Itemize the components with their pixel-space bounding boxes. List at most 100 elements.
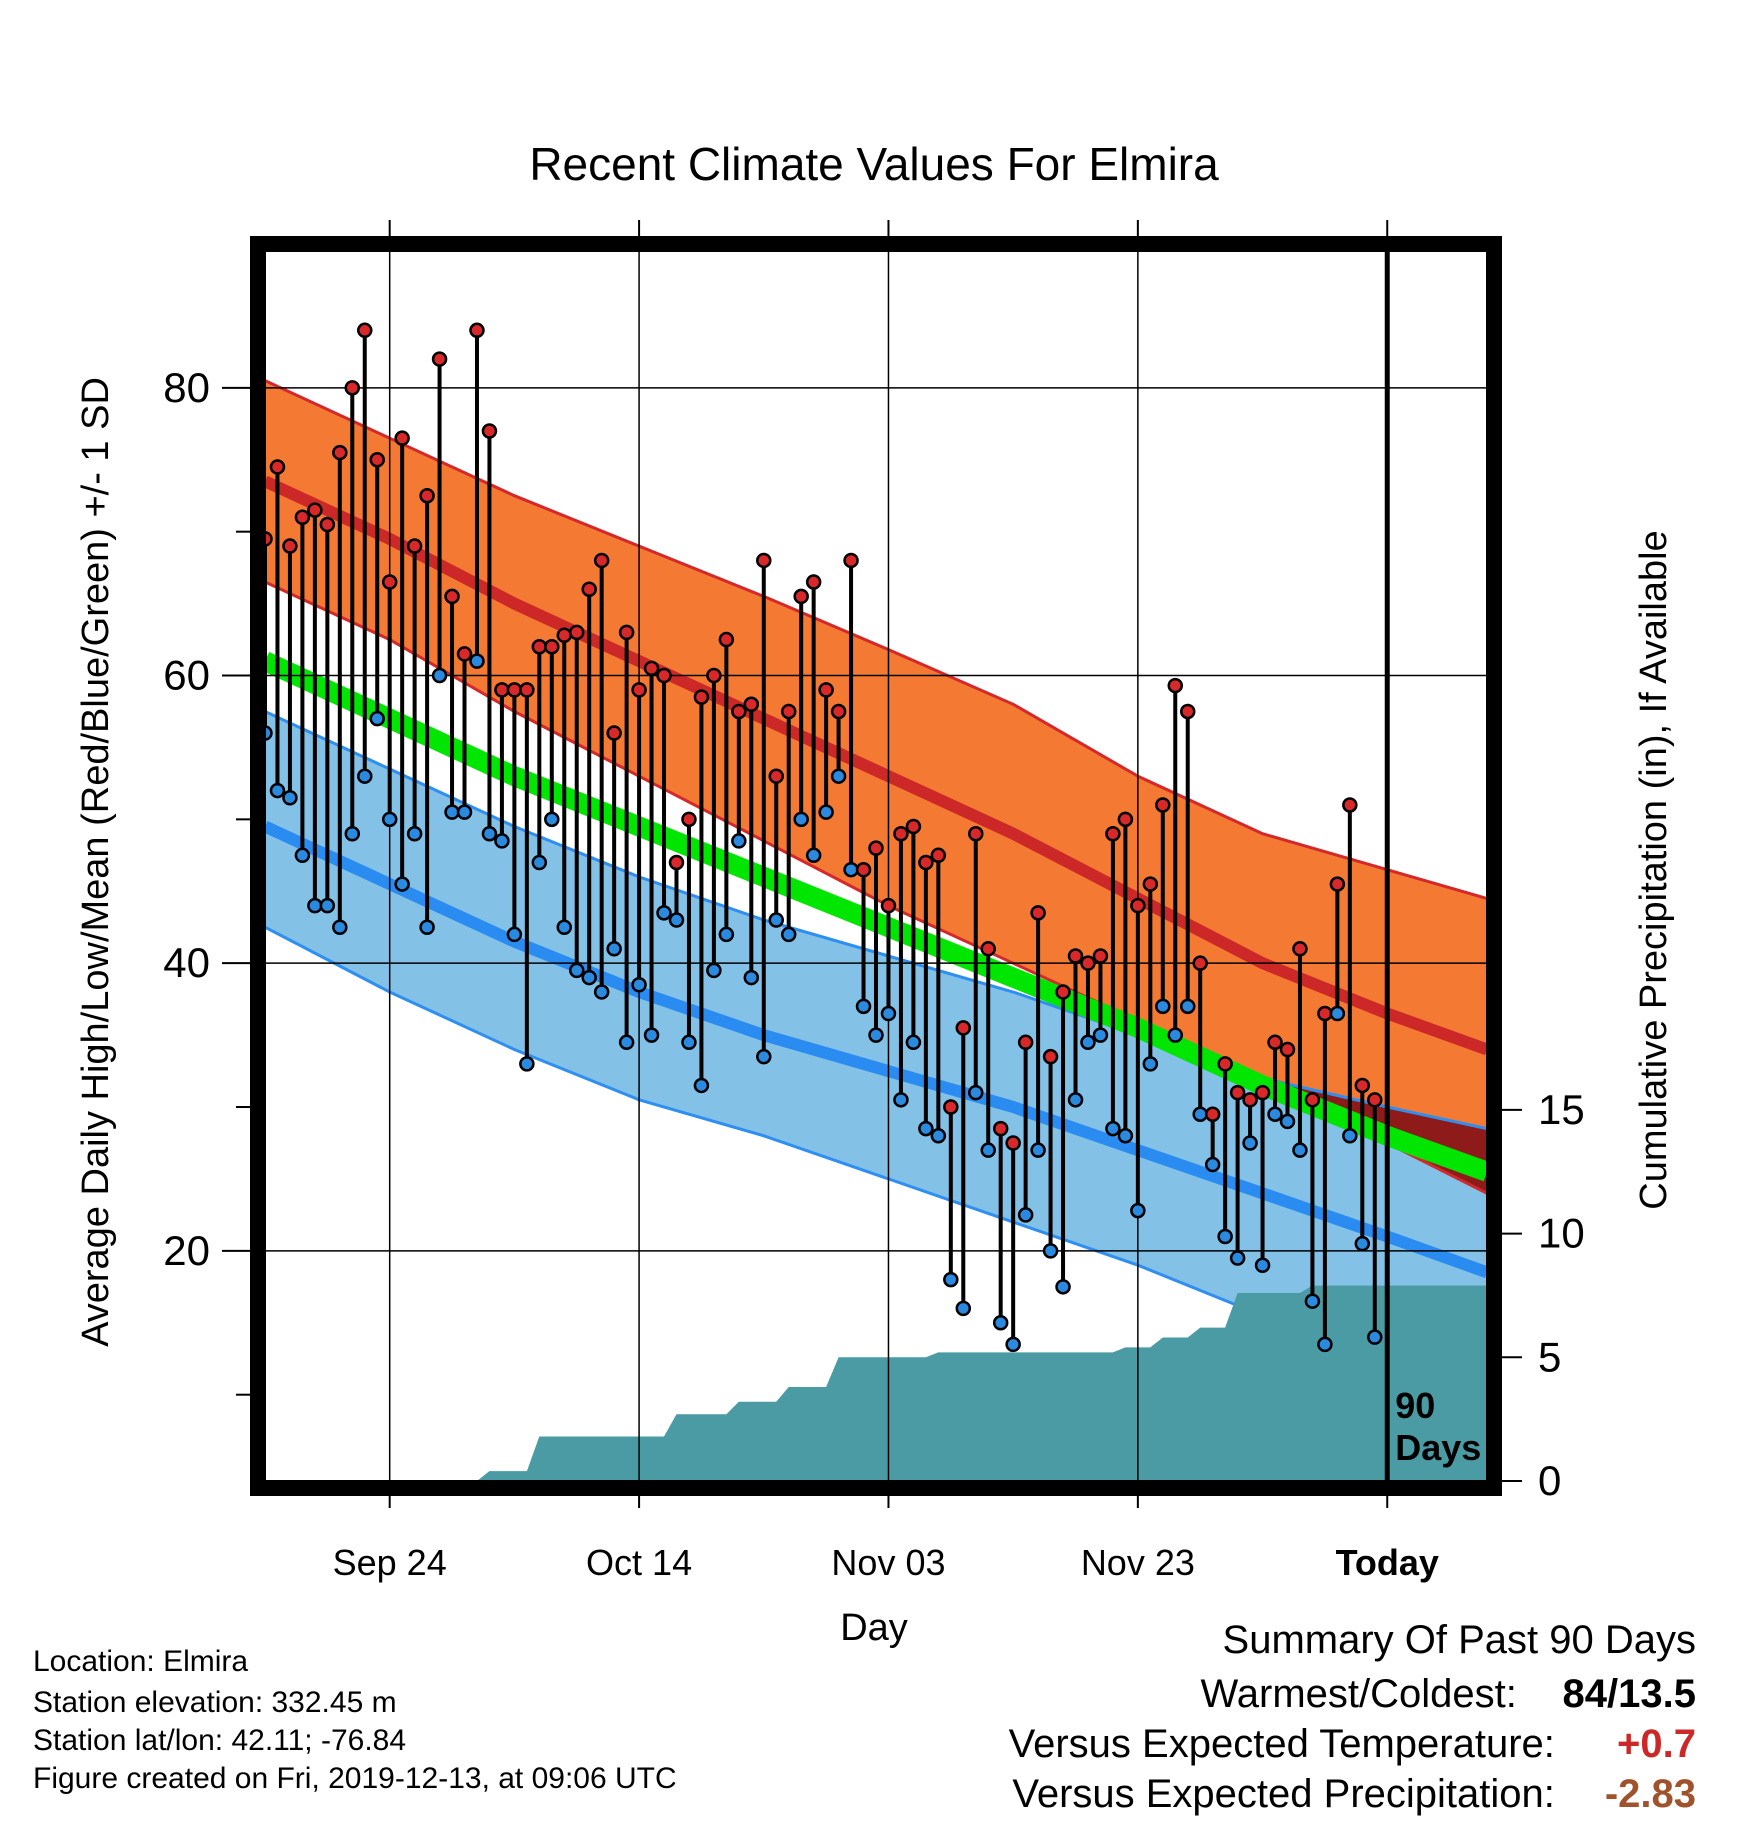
observed-low-point [805,847,822,864]
observed-high-point [905,818,922,835]
observed-low-point [980,1142,996,1158]
observed-low-point [618,1034,635,1051]
observed-low-point [968,1084,984,1101]
observed-low-point [431,667,448,684]
observed-low-point [880,1005,897,1022]
observed-low-point [494,833,510,849]
observed-low-point [419,919,435,935]
observed-high-point [344,380,361,396]
observed-low-point [369,710,385,727]
plot-frame [250,236,1502,1496]
observed-high-point [519,682,535,698]
y-right-tick-label: 15 [1538,1086,1585,1133]
observed-low-point [668,912,685,928]
observed-high-point [768,768,784,784]
observed-low-point [681,1034,697,1051]
observed-low-point [1155,998,1171,1015]
summary-warmest-coldest-row: Warmest/Coldest: 84/13.5 [1201,1672,1697,1717]
observed-low-point [905,1034,922,1051]
observed-high-point [1367,1092,1383,1108]
observed-high-point [269,459,286,475]
observed-low-point [843,861,859,878]
observed-high-point [1254,1084,1271,1101]
observed-high-point [1242,1092,1258,1108]
observed-low-point [282,790,298,806]
observed-high-point [394,430,410,446]
today-marker: 90 Days [1384,244,1481,1481]
observed-low-point [544,811,560,828]
cumulative-precipitation-fill [265,1285,1487,1481]
observed-high-point [506,682,523,698]
observed-high-point [693,689,710,705]
observed-range-stems [265,330,1377,1345]
observed-low-point [1179,998,1196,1015]
observed-low-point [731,833,747,849]
observed-high-point [431,351,448,367]
observed-high-point [1167,677,1184,694]
footer-elevation: Station elevation: 332.45 m [33,1686,397,1719]
observed-low-point [780,926,797,943]
precipitation-value: -2.83 [1604,1772,1696,1816]
observed-high-point [1105,825,1121,842]
y-left-tick-label: 40 [163,939,210,986]
observed-high-point [1342,797,1358,813]
observed-high-point [955,1020,972,1036]
observed-low-point [294,847,311,864]
y-right-tick-label: 0 [1538,1457,1561,1504]
observed-high-point [1267,1034,1283,1051]
observed-high-point [880,897,897,914]
observed-high-point [793,588,809,605]
warmest-coldest-value: 84/13.5 [1562,1672,1696,1716]
observed-low-point [1067,1092,1084,1108]
observed-high-point [855,861,872,878]
observed-high-point [1292,941,1308,957]
observed-high-point [618,624,635,641]
observed-high-point [1317,1005,1333,1022]
observed-low-point [1329,1005,1346,1022]
observed-low-point [1080,1034,1096,1051]
observed-low-point [406,825,423,842]
observed-low-point [743,969,760,986]
observed-low-point [1117,1128,1134,1144]
observed-high-point [1067,948,1084,964]
observed-dots [257,322,1383,1353]
observed-high-point [1329,876,1346,892]
observed-high-point [731,703,747,720]
observed-high-point [369,452,385,468]
chart-title: Recent Climate Values For Elmira [529,138,1219,190]
observed-high-point [1017,1034,1034,1051]
y-axis-right-label: Cumulative Precipitation (in), If Availa… [1633,530,1675,1209]
y-left-tick-label: 20 [163,1227,210,1274]
observed-low-point [693,1077,710,1094]
observed-low-point [481,825,498,842]
observed-low-point [444,804,460,820]
observed-high-point [307,502,323,518]
observed-low-point [992,1315,1009,1331]
observed-low-point [918,1120,934,1137]
observed-high-point [918,854,934,871]
observed-high-point [968,825,984,842]
x-tick-label: Nov 03 [831,1542,945,1583]
observed-low-point [394,876,410,892]
precipitation-area [265,1285,1487,1481]
observed-high-point [1042,1048,1059,1065]
observed-low-point [1130,1202,1146,1219]
observed-high-point [992,1120,1009,1137]
y-right-tick-label: 5 [1538,1333,1561,1380]
observed-high-point [282,538,298,554]
y-left-tick-label: 60 [163,652,210,699]
observed-low-point [606,941,622,957]
observed-high-point [357,322,373,339]
y-right-tick-label: 10 [1538,1210,1585,1257]
footer-created: Figure created on Fri, 2019-12-13, at 09… [33,1762,677,1795]
grid-lines [265,244,1487,1481]
observed-high-point [868,840,884,856]
observed-low-point [519,1056,535,1072]
observed-low-point [556,919,573,935]
observed-low-point [643,1027,660,1043]
observed-low-point [793,811,809,828]
observed-high-point [681,811,697,828]
observed-low-point [269,782,286,799]
observed-high-point [469,322,485,339]
